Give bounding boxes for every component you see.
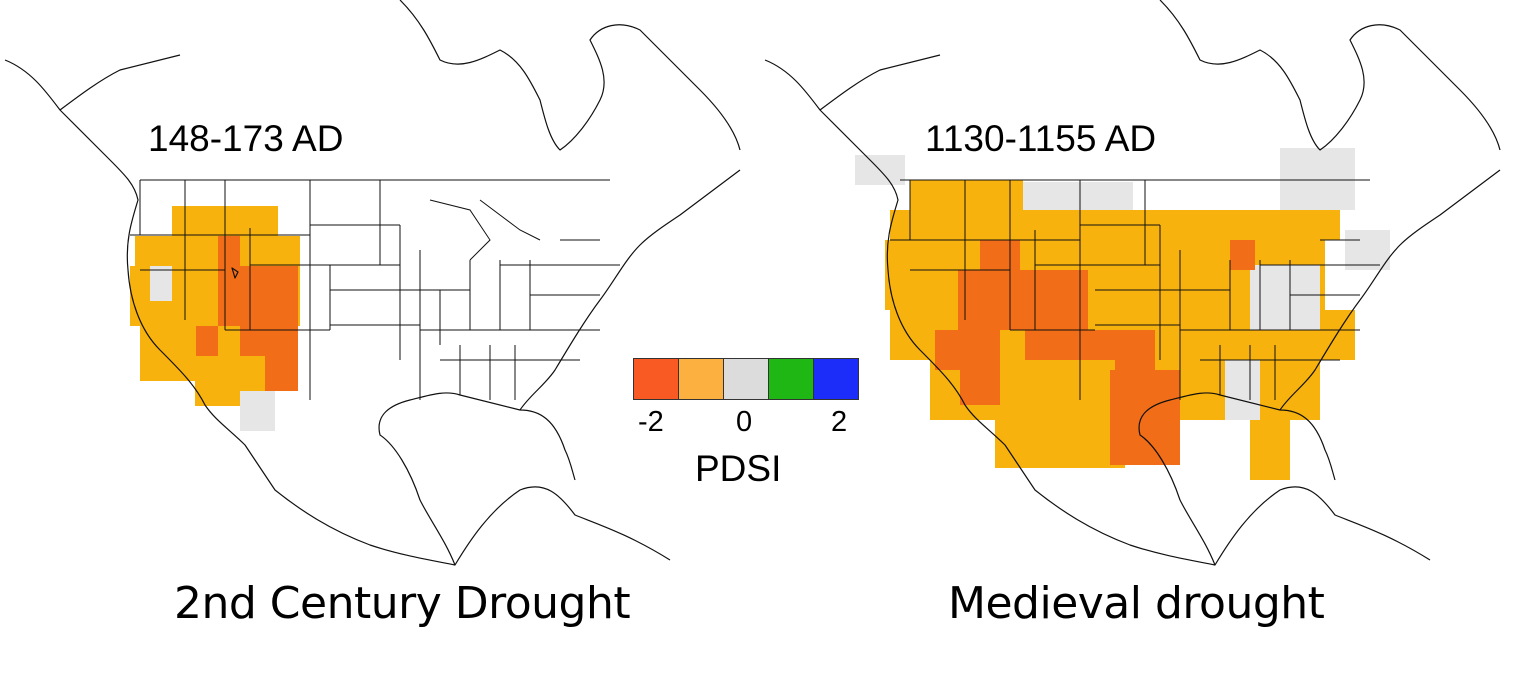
drought-cell — [1345, 230, 1390, 270]
legend-tick-low: -2 — [638, 406, 664, 438]
drought-cell — [1115, 330, 1155, 370]
lake — [231, 267, 239, 279]
drought-cell — [1230, 240, 1255, 270]
legend-tick-zero: 0 — [736, 406, 753, 438]
drought-cell — [196, 326, 218, 356]
legend-swatch-wet — [769, 359, 814, 399]
period-label: 1130-1155 AD — [925, 118, 1157, 159]
drought-cell — [1250, 420, 1290, 480]
legend-swatch-normal — [724, 359, 769, 399]
period-label: 148-173 AD — [148, 118, 344, 159]
drought-cell — [1225, 360, 1260, 420]
map-caption: 2nd Century Drought — [174, 578, 631, 629]
drought-cell — [1280, 148, 1355, 210]
pdsi-legend: -2 0 2 PDSI — [633, 358, 863, 498]
map-2nd-century-svg — [4, 0, 741, 566]
drought-cell — [980, 240, 1020, 270]
drought-cell — [218, 236, 240, 266]
map-medieval: 1130-1155 AD Medieval drought — [760, 0, 1515, 675]
coastline — [764, 59, 1501, 566]
drought-cells — [130, 206, 300, 431]
drought-cell — [1110, 370, 1180, 465]
map-medieval-svg — [764, 0, 1501, 566]
drought-cell — [995, 420, 1125, 468]
state-borders — [130, 179, 620, 400]
legend-swatch-moderate-drought — [679, 359, 724, 399]
legend-color-bar — [633, 358, 859, 400]
drought-cell — [910, 180, 1023, 210]
drought-cell — [960, 370, 1000, 405]
legend-title: PDSI — [695, 448, 782, 489]
drought-cell — [1023, 182, 1133, 210]
legend-swatch-very-wet — [814, 359, 858, 399]
map-2nd-century: 148-173 AD 2nd Century Drought — [4, 0, 741, 629]
drought-cell — [1025, 330, 1115, 360]
state-borders — [890, 179, 1380, 400]
coastline — [4, 59, 741, 566]
northern-coast — [59, 0, 741, 151]
drought-cell — [958, 270, 1088, 330]
drought-cell — [240, 391, 275, 431]
drought-cell — [1250, 265, 1320, 330]
drought-cells — [855, 148, 1390, 480]
drought-cell — [240, 326, 298, 356]
drought-cell — [135, 236, 300, 266]
northern-coast — [819, 0, 1501, 151]
drought-cell — [265, 356, 298, 391]
drought-cell — [218, 266, 298, 326]
legend-swatch-severe-drought — [634, 359, 679, 399]
drought-cell — [935, 330, 1000, 370]
drought-cell — [150, 266, 172, 301]
map-caption: Medieval drought — [948, 578, 1325, 629]
legend-tick-high: 2 — [831, 406, 848, 438]
